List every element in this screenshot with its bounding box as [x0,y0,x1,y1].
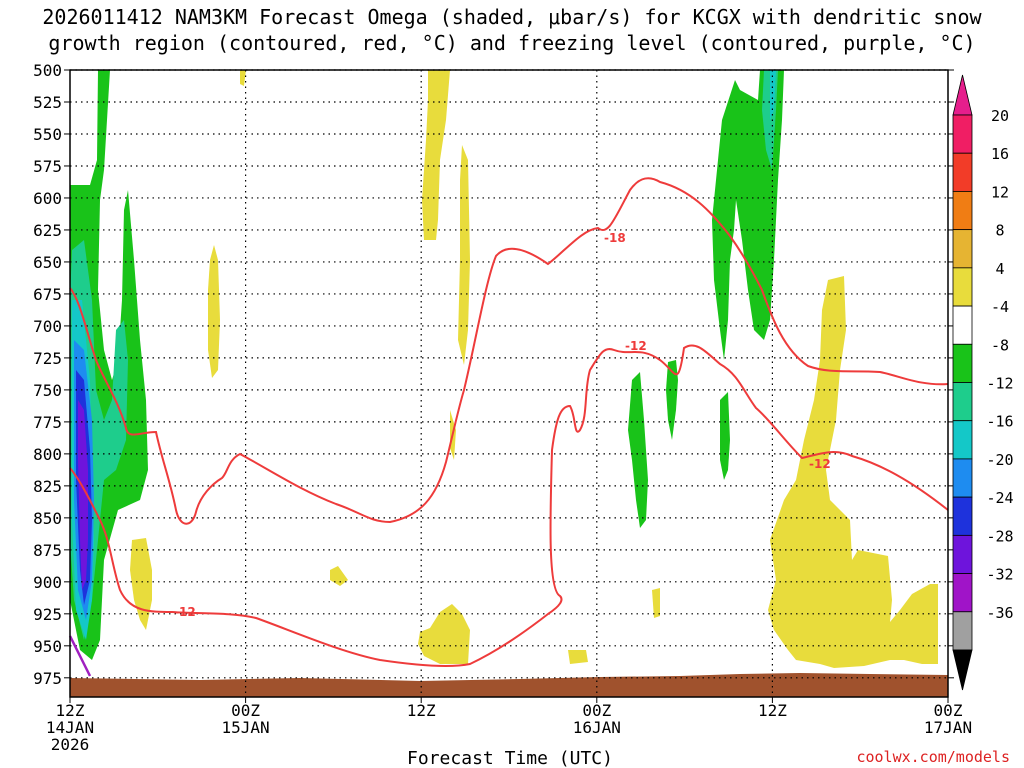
colorbar-swatch [952,114,973,154]
colorbar-swatch [952,573,973,613]
chart-title-line2: growth region (contoured, red, °C) and f… [48,31,975,55]
x-tick-label: 17JAN [924,718,972,737]
x-tick-label: 12Z [758,701,787,720]
x-tick-label: 00Z [934,701,963,720]
dgz-label-3: -12 [809,457,831,471]
y-tick-label: 575 [33,157,62,176]
colorbar-label: -24 [986,489,1013,507]
y-tick-label: 850 [33,509,62,528]
y-tick-label: 625 [33,221,62,240]
terrain-ground [70,673,948,697]
y-tick-label: 675 [33,285,62,304]
plot-frame [69,69,949,698]
omega-green-mid-3 [720,392,730,480]
omega-yellow-4 [240,70,246,86]
y-tick-label: 500 [33,61,62,80]
colorbar-label: 12 [991,183,1009,201]
omega-yellow-11 [768,276,938,668]
x-tick-label: 15JAN [222,718,270,737]
colorbar-swatch [952,229,973,269]
colorbar-swatch [952,191,973,231]
y-tick-label: 900 [33,573,62,592]
y-tick-label: 525 [33,93,62,112]
colorbar-swatch [952,534,973,574]
colorbar-label: 20 [991,107,1009,125]
y-tick-label: 800 [33,445,62,464]
x-tick-label: 00Z [582,701,611,720]
credit-text: coolwx.com/models [856,748,1010,766]
colorbar-swatch [952,382,973,422]
omega-yellow-8 [418,604,470,664]
colorbar-swatch [952,496,973,536]
dgz-contour-main [69,177,949,525]
y-axis: 500 525 550 575 600 625 650 675 700 725 750 775 800 8… [33,61,954,688]
omega-purple-left [78,400,88,590]
plot-area: -18 -12 -12 -12 [68,69,949,698]
omega-yellow-2 [458,145,470,365]
chart-title-line1: 2026011412 NAM3KM Forecast Omega (shaded… [42,5,982,29]
colorbar-label: 4 [995,260,1004,278]
y-tick-label: 700 [33,317,62,336]
omega-yellow-6 [130,538,152,630]
dgz-label-2: -12 [625,339,647,353]
dgz-label-4: -12 [174,605,196,619]
colorbar-label: 16 [991,145,1009,163]
y-tick-label: 950 [33,637,62,656]
y-tick-label: 925 [33,605,62,624]
colorbar-swatch [952,611,973,651]
dgz-contour-lower [69,344,949,668]
x-axis-title: Forecast Time (UTC) [407,748,613,768]
colorbar-label: -4 [991,298,1009,316]
y-tick-label: 550 [33,125,62,144]
colorbar-bottom-arrow [952,649,973,691]
y-tick-label: 650 [33,253,62,272]
x-tick-label: 12Z [56,701,85,720]
colorbar-swatch [952,305,973,345]
x-tick-label: 16JAN [573,718,621,737]
freezing-level-contour [68,635,92,677]
x-tick-label: 14JAN [46,718,94,737]
colorbar-label: -8 [991,336,1009,354]
colorbar-label: -16 [986,413,1013,431]
colorbar-label: 8 [995,222,1004,240]
colorbar-label: -36 [986,604,1013,622]
omega-yellow-3 [208,245,220,378]
x-tick-label: 2026 [51,735,90,754]
colorbar-swatch [952,152,973,192]
colorbar-swatch [952,343,973,383]
colorbar-label: -20 [986,451,1013,469]
colorbar-label: -28 [986,527,1013,545]
colorbar-label: -12 [986,375,1013,393]
omega-yellow-7 [330,566,348,586]
omega-green-mid-1 [628,372,648,528]
x-tick-label: 12Z [407,701,436,720]
omega-cyan-right [770,70,776,120]
colorbar-swatch [952,420,973,460]
dgz-contours: -18 -12 -12 -12 [69,177,949,668]
omega-green-mid-2 [666,360,678,440]
colorbar-swatch [952,267,973,307]
y-tick-label: 825 [33,477,62,496]
colorbar-top-arrow [952,74,973,116]
omega-yellow-9 [568,650,588,664]
y-tick-label: 725 [33,349,62,368]
colorbar-label: -32 [986,566,1013,584]
y-tick-label: 975 [33,669,62,688]
y-tick-label: 600 [33,189,62,208]
colorbar-swatch [952,458,973,498]
omega-shading-negative [70,70,784,660]
dgz-label-1: -18 [604,231,626,245]
x-tick-label: 00Z [231,701,260,720]
omega-yellow-10 [652,588,660,618]
colorbar: 20 16 12 8 4 -4 -8 -12 -16 -20 -24 -28 -32 -36 [952,74,1014,691]
y-tick-label: 775 [33,413,62,432]
y-tick-label: 875 [33,541,62,560]
y-tick-label: 750 [33,381,62,400]
